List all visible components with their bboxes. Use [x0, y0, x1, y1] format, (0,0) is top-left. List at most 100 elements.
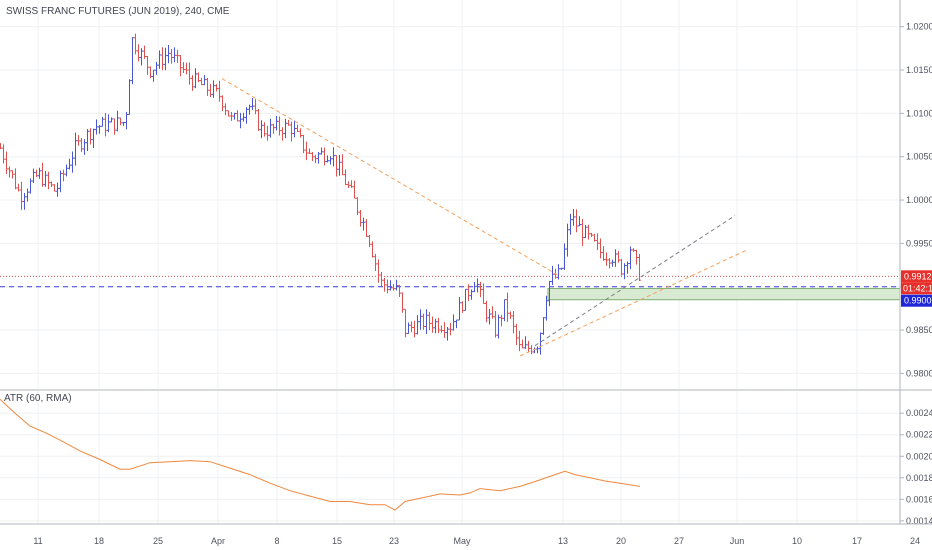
- price-bar: [5, 151, 8, 175]
- atr-pane: [0, 398, 641, 511]
- price-bar: [545, 295, 548, 321]
- price-bar: [377, 259, 380, 283]
- chart-annotations-over: [221, 78, 749, 357]
- price-bar: [536, 346, 539, 354]
- price-bar: [308, 148, 311, 154]
- price-bar: [557, 264, 560, 280]
- price-bar: [152, 69, 155, 82]
- price-bar: [638, 253, 641, 282]
- price-bar: [605, 252, 608, 266]
- price-bar: [539, 332, 542, 355]
- price-bar: [572, 209, 575, 226]
- price-bar: [359, 209, 362, 227]
- price-bar: [242, 112, 245, 122]
- price-bar: [311, 152, 314, 162]
- price-bar: [167, 44, 170, 64]
- price-bar: [452, 314, 455, 331]
- price-bar: [230, 112, 233, 121]
- price-bar: [107, 114, 110, 133]
- price-bar: [473, 282, 476, 293]
- price-bar: [104, 113, 107, 137]
- price-bar: [110, 117, 113, 123]
- price-bar: [530, 345, 533, 355]
- price-bar: [449, 322, 452, 336]
- price-bar: [458, 297, 461, 321]
- price-bar: [293, 120, 296, 138]
- y-tick-label: 0.9950: [906, 238, 932, 248]
- price-bar: [467, 284, 470, 301]
- x-tick-label: 20: [616, 536, 626, 546]
- price-bar: [122, 121, 125, 126]
- price-bar: [581, 219, 584, 247]
- price-bars: [0, 33, 641, 355]
- y-tick-label: 1.0100: [906, 108, 932, 118]
- price-bar: [92, 128, 95, 149]
- last-price-tag-bg: [901, 270, 932, 283]
- atr-indicator-title: ATR (60, RMA): [4, 393, 72, 404]
- atr-y-tick-label: 0.0020: [906, 451, 932, 461]
- price-bar: [212, 80, 215, 98]
- price-bar: [287, 120, 290, 126]
- price-bar: [47, 171, 50, 190]
- price-bar: [614, 249, 617, 267]
- chart-title: SWISS FRANC FUTURES (JUN 2019), 240, CME: [6, 6, 230, 17]
- atr-y-tick-label: 0.0014: [906, 516, 932, 526]
- price-bar: [209, 83, 212, 98]
- price-bar: [524, 336, 527, 349]
- price-bar: [446, 327, 449, 341]
- price-bar: [38, 167, 41, 179]
- price-bar: [455, 319, 458, 329]
- price-bar: [509, 311, 512, 319]
- price-bar: [224, 103, 227, 116]
- price-bar: [116, 110, 119, 132]
- price-bar: [131, 36, 134, 85]
- x-tick-label: Jun: [730, 536, 745, 546]
- price-bar: [503, 299, 506, 322]
- price-bar: [542, 317, 545, 335]
- countdown-tag: 01:42:18: [903, 283, 932, 293]
- price-bar: [98, 125, 101, 134]
- x-tick-label: 23: [389, 536, 399, 546]
- price-bar: [551, 265, 554, 285]
- price-bar: [632, 248, 635, 252]
- price-bar: [476, 278, 479, 293]
- price-bar: [335, 155, 338, 177]
- x-tick-label: 15: [332, 536, 342, 546]
- price-bar: [161, 47, 164, 71]
- price-bar: [434, 318, 437, 334]
- price-bar: [263, 122, 266, 137]
- price-bar: [593, 233, 596, 242]
- price-bar: [386, 279, 389, 294]
- price-bar: [248, 104, 251, 115]
- price-bar: [425, 309, 428, 335]
- atr-y-tick-label: 0.0024: [906, 408, 932, 418]
- atr-line: [0, 398, 641, 511]
- price-bar: [431, 316, 434, 333]
- x-tick-label: 13: [558, 536, 568, 546]
- price-bar: [188, 62, 191, 85]
- price-bar: [380, 271, 383, 287]
- price-bar: [272, 123, 275, 134]
- price-bar: [422, 313, 425, 330]
- price-bar: [416, 315, 419, 335]
- price-bar: [35, 169, 38, 178]
- price-bar: [356, 197, 359, 216]
- price-bar: [317, 152, 320, 164]
- price-bar: [17, 183, 20, 192]
- price-bar: [185, 62, 188, 75]
- x-tick-label: 24: [910, 536, 920, 546]
- price-bar: [578, 216, 581, 227]
- price-bar: [200, 77, 203, 86]
- price-bar: [395, 279, 398, 291]
- price-bar: [29, 178, 32, 194]
- price-bar: [26, 188, 29, 202]
- price-bar: [623, 263, 626, 280]
- price-bar: [500, 314, 503, 327]
- price-bar: [65, 164, 68, 177]
- price-bar: [269, 118, 272, 138]
- price-bar: [515, 323, 518, 346]
- price-bar: [383, 278, 386, 292]
- price-bar: [419, 309, 422, 330]
